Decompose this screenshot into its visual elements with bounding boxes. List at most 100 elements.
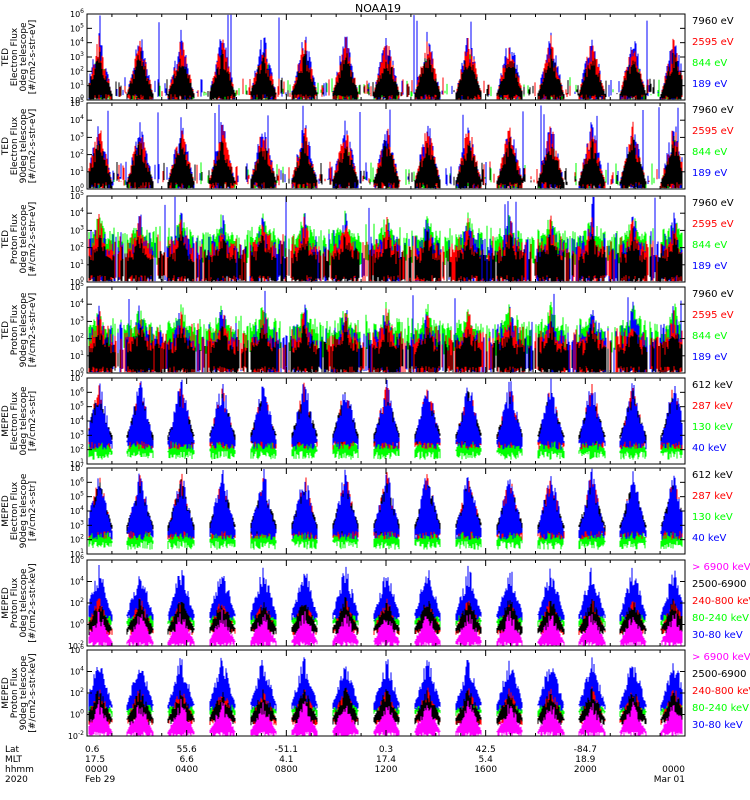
- legend-entry: 2595 eV: [692, 126, 734, 137]
- y-tick-label: 100: [70, 94, 84, 105]
- ylabel-line: TED: [1, 137, 11, 156]
- y-tick-label: 105: [70, 97, 84, 108]
- panel-ylabel: TEDProton Flux0deg telescope[#/cm2-s-str…: [1, 202, 38, 277]
- ylabel-line: [#/cm2-s-str-keV]: [28, 653, 38, 732]
- y-tick-base: 10: [70, 24, 80, 33]
- y-tick-exponent: 3: [80, 519, 84, 526]
- y-tick-base: 10: [70, 133, 80, 142]
- x-tick-mlt: 4.1: [279, 755, 293, 765]
- series-trace-black: [88, 136, 683, 189]
- y-tick-label: 106: [70, 476, 84, 487]
- x-tick-mlt: 17.5: [85, 755, 105, 765]
- ylabel-line: Proton Flux: [10, 667, 20, 718]
- x-tick-mlt: 6.6: [180, 755, 195, 765]
- legend-entry: 612 keV: [692, 470, 733, 481]
- x-tick-mlt: 18.9: [575, 755, 595, 765]
- y-tick-base: 10: [70, 507, 80, 516]
- y-tick-base: 10: [70, 209, 80, 218]
- y-tick-exponent: 2: [80, 687, 84, 694]
- ylabel-line: 90deg telescope: [19, 655, 29, 730]
- y-tick-base: 10: [70, 646, 80, 655]
- panel-ylabel: MEPEDProton Flux0deg telescope[#/cm2-s-s…: [1, 563, 38, 642]
- y-tick-label: 103: [70, 519, 84, 530]
- x-tick-date: Feb 29: [85, 775, 116, 785]
- y-tick-label: 104: [70, 576, 84, 587]
- y-tick-exponent: 2: [80, 149, 84, 156]
- y-tick-label: 102: [70, 149, 84, 160]
- y-tick-exponent: 6: [80, 386, 84, 393]
- panel-6: MEPEDElectron Flux90deg telescope[#/cm2-…: [1, 462, 733, 559]
- y-tick-exponent: 0: [80, 276, 84, 283]
- ylabel-line: 0deg telescope: [19, 386, 29, 456]
- ylabel-line: [#/cm2-s-str-eV]: [28, 293, 38, 368]
- y-tick-label: 106: [70, 8, 84, 19]
- y-tick-label: 10-2: [68, 730, 84, 741]
- x-row-label: MLT: [5, 755, 23, 765]
- y-tick-exponent: 1: [80, 350, 84, 357]
- x-tick-lat: -51.1: [275, 745, 298, 755]
- panel-1: TEDElectron Flux0deg telescope[#/cm2-s-s…: [1, 8, 734, 105]
- y-tick-exponent: 6: [80, 644, 84, 651]
- y-tick-base: 10: [70, 244, 80, 253]
- y-tick-exponent: 1: [80, 80, 84, 87]
- ylabel-line: 90deg telescope: [19, 108, 29, 183]
- x-tick-hhmm: 1200: [375, 765, 398, 775]
- y-tick-base: 10: [70, 99, 80, 108]
- chart-title: NOAA19: [355, 2, 401, 15]
- legend-entry: 2500-6900: [692, 579, 747, 590]
- y-tick-exponent: 6: [80, 8, 84, 15]
- y-tick-label: 103: [70, 224, 84, 235]
- ylabel-line: Electron Flux: [10, 391, 20, 450]
- panel-7: MEPEDProton Flux0deg telescope[#/cm2-s-s…: [1, 554, 750, 651]
- legend-entry: 30-80 keV: [692, 720, 743, 731]
- y-tick-base: 10: [70, 521, 80, 530]
- y-tick-exponent: 1: [80, 259, 84, 266]
- legend-entry: 130 keV: [692, 512, 733, 523]
- legend-entry: 7960 eV: [692, 105, 734, 116]
- y-tick-exponent: 5: [80, 281, 84, 288]
- y-tick-label: 101: [70, 548, 84, 559]
- y-tick-exponent: 0: [80, 619, 84, 626]
- ylabel-line: Proton Flux: [10, 213, 20, 264]
- y-tick-exponent: -2: [78, 640, 84, 647]
- panel-2: TEDElectron Flux90deg telescope[#/cm2-s-…: [1, 97, 734, 194]
- y-tick-exponent: 3: [80, 429, 84, 436]
- ylabel-line: [#/cm2-s-str-eV]: [28, 109, 38, 184]
- legend-entry: 7960 eV: [692, 289, 734, 300]
- legend-entry: 7960 eV: [692, 198, 734, 209]
- y-tick-base: 10: [70, 556, 80, 565]
- y-tick-label: 100: [70, 276, 84, 287]
- legend-entry: 189 eV: [692, 79, 727, 90]
- ylabel-line: 0deg telescope: [19, 204, 29, 274]
- ylabel-line: Proton Flux: [10, 577, 20, 628]
- y-tick-base: 10: [70, 374, 80, 383]
- y-tick-base: 10: [70, 278, 80, 287]
- y-tick-exponent: 7: [80, 372, 84, 379]
- y-tick-base: 10: [70, 536, 80, 545]
- legend-entry: 2595 eV: [692, 219, 734, 230]
- y-tick-label: 104: [70, 666, 84, 677]
- y-tick-exponent: 0: [80, 94, 84, 101]
- y-tick-base: 10: [70, 96, 80, 105]
- y-tick-base: 10: [70, 53, 80, 62]
- y-tick-label: 103: [70, 429, 84, 440]
- y-tick-label: 105: [70, 401, 84, 412]
- y-tick-base: 10: [70, 39, 80, 48]
- legend-entry: > 6900 keV: [692, 562, 750, 573]
- y-tick-label: 101: [70, 259, 84, 270]
- y-tick-label: 105: [70, 491, 84, 502]
- y-tick-label: 107: [70, 372, 84, 383]
- legend-entry: 80-240 keV: [692, 703, 749, 714]
- ylabel-line: MEPED: [1, 587, 11, 619]
- ylabel-line: TED: [1, 230, 11, 249]
- panel-ylabel: TEDProton Flux90deg telescope[#/cm2-s-st…: [1, 292, 38, 367]
- ylabel-line: MEPED: [1, 405, 11, 437]
- ylabel-line: [#/cm2-s-str]: [28, 481, 38, 541]
- ylabel-line: [#/cm2-s-str-keV]: [28, 563, 38, 642]
- y-tick-base: 10: [70, 550, 80, 559]
- legend-entry: 40 keV: [692, 533, 726, 544]
- y-tick-exponent: 4: [80, 37, 84, 44]
- y-tick-base: 10: [70, 352, 80, 361]
- series-trace-blue: [88, 468, 683, 540]
